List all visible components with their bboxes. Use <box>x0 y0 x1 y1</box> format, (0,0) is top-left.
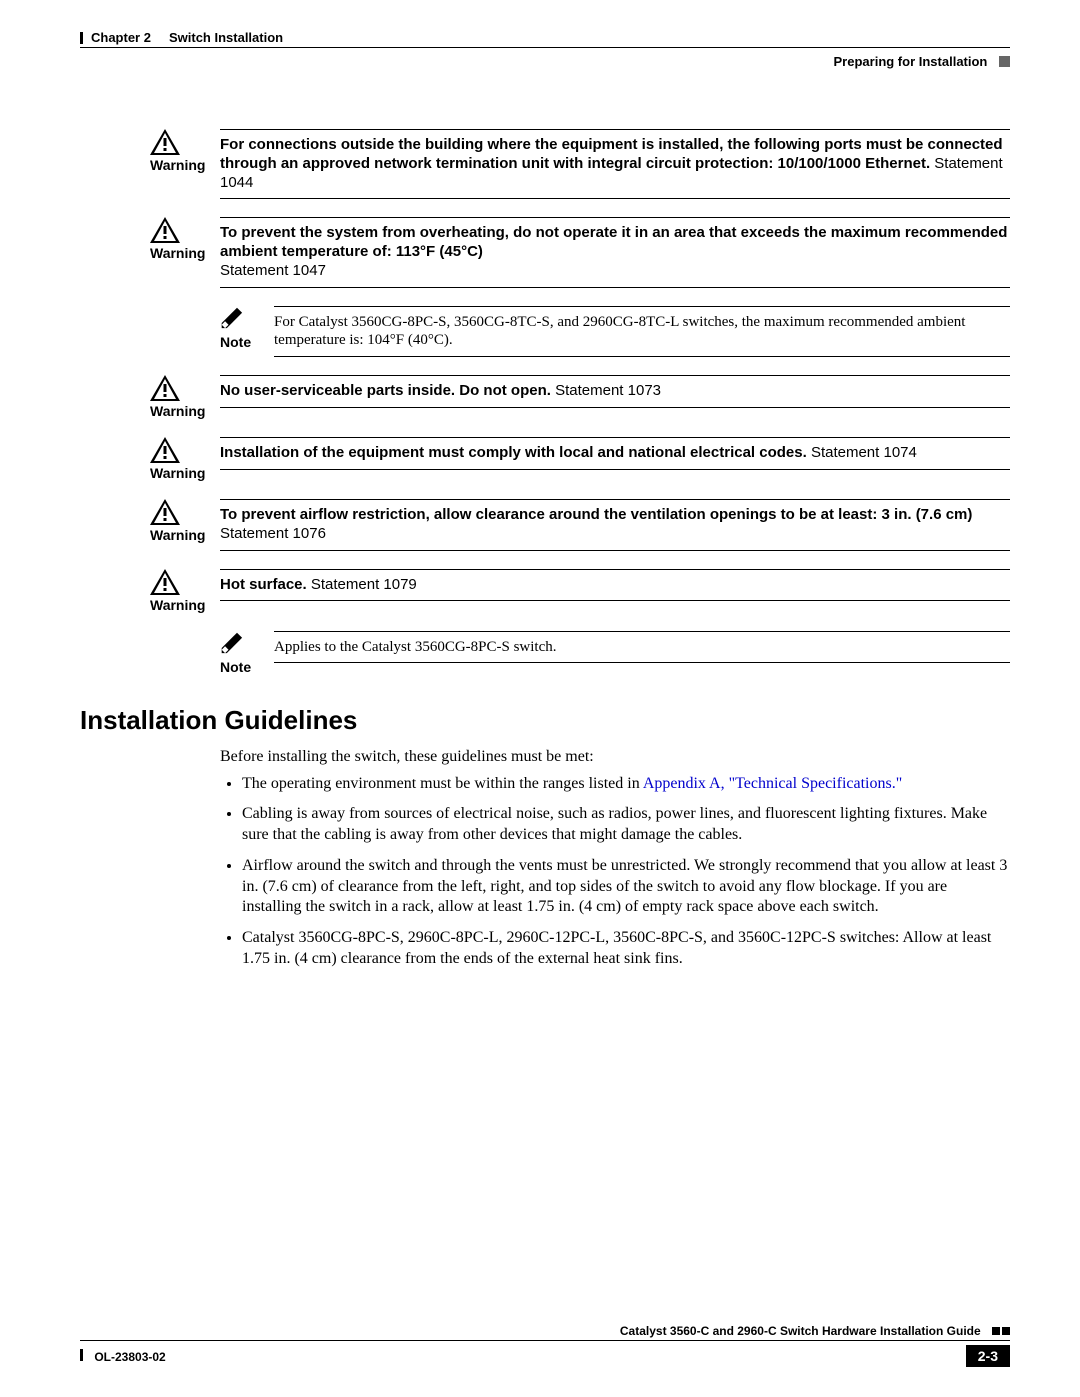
warning-label: Warning <box>150 157 220 173</box>
warning-icon <box>150 437 180 463</box>
warning-icon <box>150 217 180 243</box>
note-block: Note Applies to the Catalyst 3560CG-8PC-… <box>220 631 1010 675</box>
warning-icon <box>150 129 180 155</box>
footer-squares-icon <box>990 1324 1010 1338</box>
section-heading: Installation Guidelines <box>80 705 1010 736</box>
list-item: Airflow around the switch and through th… <box>242 856 1010 918</box>
note-icon <box>220 631 250 655</box>
header-square-icon <box>999 56 1010 67</box>
warning-block: Warning For connections outside the buil… <box>150 129 1010 199</box>
warning-label: Warning <box>150 527 220 543</box>
warning-block: Warning To prevent airflow restriction, … <box>150 499 1010 551</box>
warning-block: Warning No user-serviceable parts inside… <box>150 375 1010 419</box>
warning-label: Warning <box>150 403 220 419</box>
warning-text: To prevent the system from overheating, … <box>220 224 1010 262</box>
page-number: 2-3 <box>966 1345 1010 1367</box>
warning-text: Installation of the equipment must compl… <box>220 444 807 461</box>
note-label: Note <box>220 334 274 350</box>
list-item: Cabling is away from sources of electric… <box>242 804 1010 846</box>
note-label: Note <box>220 659 274 675</box>
chapter-number: Chapter 2 <box>91 30 151 45</box>
warning-text: To prevent airflow restriction, allow cl… <box>220 506 972 523</box>
section-intro: Before installing the switch, these guid… <box>220 748 1010 766</box>
warning-icon <box>150 375 180 401</box>
guidelines-list: The operating environment must be within… <box>220 774 1010 970</box>
statement-number: Statement 1074 <box>807 444 917 461</box>
warning-label: Warning <box>150 465 220 481</box>
list-item: The operating environment must be within… <box>242 774 1010 795</box>
running-header: Chapter 2 Switch Installation <box>80 30 1010 48</box>
note-block: Note For Catalyst 3560CG-8PC-S, 3560CG-8… <box>220 306 1010 358</box>
section-name: Preparing for Installation <box>834 54 988 69</box>
note-icon <box>220 306 250 330</box>
warning-label: Warning <box>150 245 220 261</box>
warning-block: Warning To prevent the system from overh… <box>150 217 1010 287</box>
section-header: Preparing for Installation <box>80 48 1010 69</box>
statement-number: Statement 1079 <box>307 576 417 593</box>
page-footer: Catalyst 3560-C and 2960-C Switch Hardwa… <box>80 1324 1010 1367</box>
warning-text: For connections outside the building whe… <box>220 136 1003 172</box>
guide-title: Catalyst 3560-C and 2960-C Switch Hardwa… <box>620 1324 981 1338</box>
list-item: Catalyst 3560CG-8PC-S, 2960C-8PC-L, 2960… <box>242 928 1010 970</box>
warning-icon <box>150 569 180 595</box>
warning-icon <box>150 499 180 525</box>
statement-number: Statement 1073 <box>551 382 661 399</box>
appendix-link[interactable]: Appendix A, "Technical Specifications." <box>643 775 902 792</box>
statement-number: Statement 1076 <box>220 525 326 542</box>
list-item-text: The operating environment must be within… <box>242 775 643 792</box>
header-bar-icon <box>80 32 83 44</box>
warning-text: Hot surface. <box>220 576 307 593</box>
statement-number: Statement 1047 <box>220 262 1010 281</box>
doc-id: OL-23803-02 <box>94 1350 165 1364</box>
footer-bar-icon <box>80 1349 83 1361</box>
chapter-title: Switch Installation <box>169 30 283 45</box>
warning-block: Warning Hot surface. Statement 1079 <box>150 569 1010 613</box>
warning-block: Warning Installation of the equipment mu… <box>150 437 1010 481</box>
note-text: Applies to the Catalyst 3560CG-8PC-S swi… <box>274 639 557 655</box>
warning-label: Warning <box>150 597 220 613</box>
warning-text: No user-serviceable parts inside. Do not… <box>220 382 551 399</box>
note-text: For Catalyst 3560CG-8PC-S, 3560CG-8TC-S,… <box>274 314 965 349</box>
